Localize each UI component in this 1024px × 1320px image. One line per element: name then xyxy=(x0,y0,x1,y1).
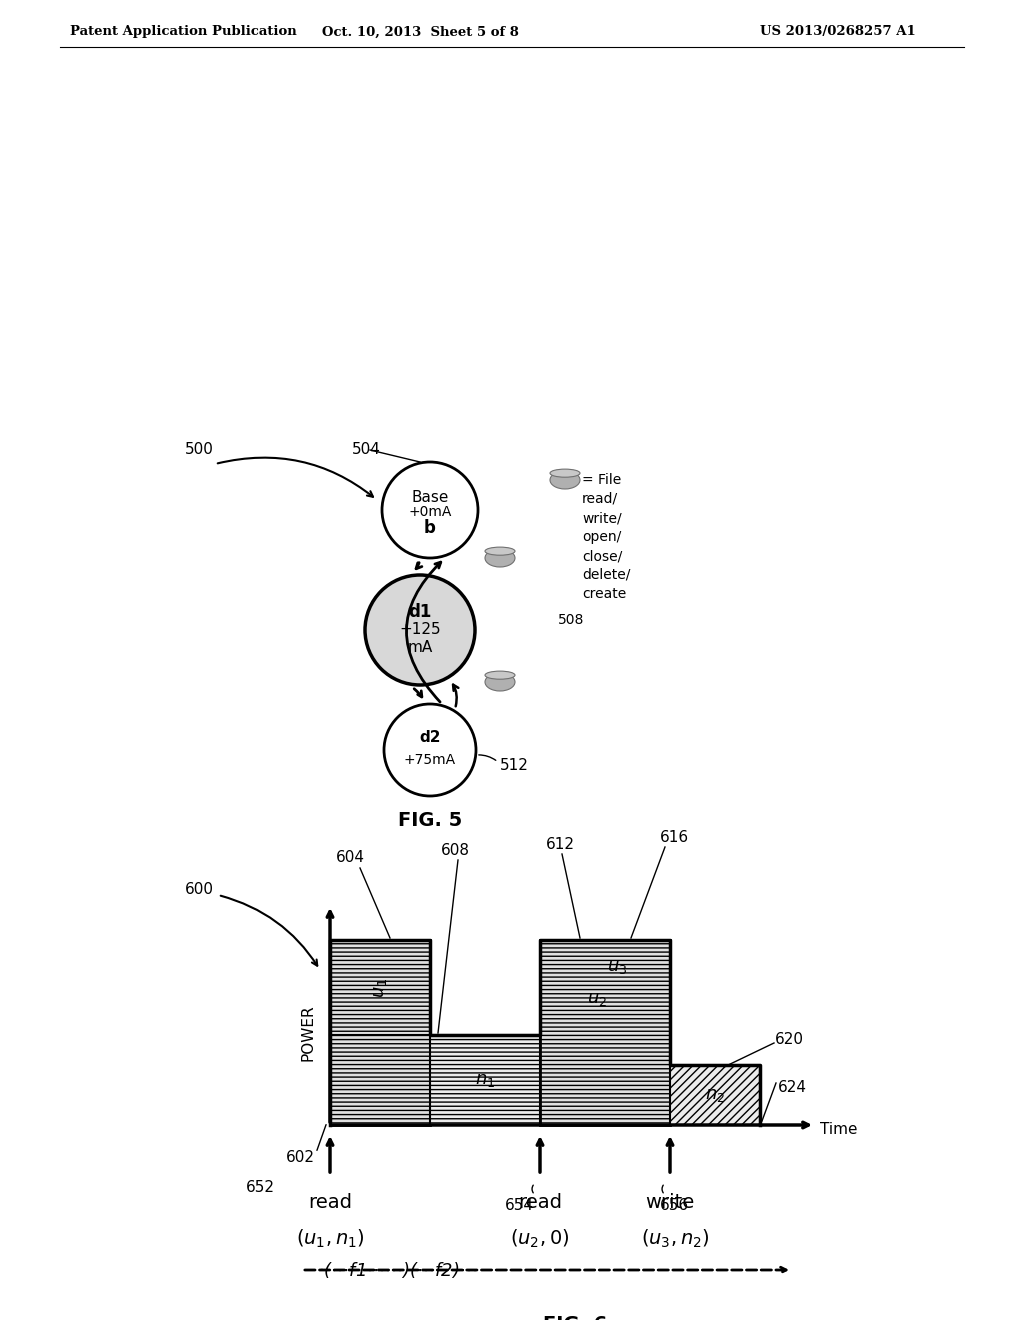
Text: write/: write/ xyxy=(582,511,622,525)
Text: $(u_3,n_2)$: $(u_3,n_2)$ xyxy=(641,1228,710,1250)
Text: 616: 616 xyxy=(660,830,689,845)
Text: d1: d1 xyxy=(409,603,432,620)
Circle shape xyxy=(365,576,475,685)
Text: 608: 608 xyxy=(440,843,469,858)
Text: FIG. 5: FIG. 5 xyxy=(398,810,462,829)
Ellipse shape xyxy=(485,673,515,690)
Text: $\cdot$($\cdots$f1$\cdots\cdots$)($\cdots$f2)$\cdots$: $\cdot$($\cdots$f1$\cdots\cdots$)($\cdot… xyxy=(318,1261,477,1280)
Text: read: read xyxy=(308,1193,352,1212)
Text: Time: Time xyxy=(820,1122,857,1138)
Circle shape xyxy=(384,704,476,796)
Text: $n_1$: $n_1$ xyxy=(475,1071,496,1089)
Ellipse shape xyxy=(550,469,580,478)
Text: Base: Base xyxy=(412,490,449,504)
Text: open/: open/ xyxy=(582,531,622,544)
Text: $(u_2, 0)$: $(u_2, 0)$ xyxy=(510,1228,569,1250)
Ellipse shape xyxy=(485,671,515,680)
Text: $n_2$: $n_2$ xyxy=(705,1086,725,1104)
Text: mA: mA xyxy=(408,639,432,655)
Text: 604: 604 xyxy=(336,850,365,865)
Text: 656: 656 xyxy=(660,1199,689,1213)
Text: 612: 612 xyxy=(546,837,574,851)
Text: 504: 504 xyxy=(352,442,381,458)
Text: delete/: delete/ xyxy=(582,568,631,582)
Text: 512: 512 xyxy=(500,758,528,772)
Text: 652: 652 xyxy=(246,1180,275,1196)
Text: $u_3$: $u_3$ xyxy=(607,957,627,975)
Text: Patent Application Publication: Patent Application Publication xyxy=(70,25,297,38)
Text: +125: +125 xyxy=(399,622,440,636)
Text: $u_2$: $u_2$ xyxy=(587,990,607,1008)
Text: = File: = File xyxy=(582,473,622,487)
Text: FIG. 6: FIG. 6 xyxy=(543,1316,607,1320)
Text: POWER: POWER xyxy=(300,1005,315,1061)
Text: 602: 602 xyxy=(286,1150,315,1164)
Bar xyxy=(540,940,670,1125)
Text: write: write xyxy=(645,1193,694,1212)
Text: +75mA: +75mA xyxy=(403,752,456,767)
Circle shape xyxy=(382,462,478,558)
Text: $(u_1,n_1)$: $(u_1,n_1)$ xyxy=(296,1228,365,1250)
Bar xyxy=(330,940,430,1125)
Text: 624: 624 xyxy=(778,1080,807,1094)
Text: read/: read/ xyxy=(582,492,618,506)
Text: +0mA: +0mA xyxy=(409,506,452,519)
Ellipse shape xyxy=(550,471,580,488)
Bar xyxy=(670,1065,760,1125)
Text: create: create xyxy=(582,587,627,601)
Text: 600: 600 xyxy=(185,883,214,898)
Text: Oct. 10, 2013  Sheet 5 of 8: Oct. 10, 2013 Sheet 5 of 8 xyxy=(322,25,518,38)
Text: read: read xyxy=(518,1193,562,1212)
Text: US 2013/0268257 A1: US 2013/0268257 A1 xyxy=(760,25,915,38)
Bar xyxy=(430,1035,540,1125)
Text: 654: 654 xyxy=(505,1199,534,1213)
Text: d2: d2 xyxy=(419,730,440,746)
Text: 500: 500 xyxy=(185,442,214,458)
Ellipse shape xyxy=(485,549,515,568)
Text: $u_1$: $u_1$ xyxy=(371,977,389,998)
Ellipse shape xyxy=(485,546,515,556)
Text: close/: close/ xyxy=(582,549,623,564)
Text: 620: 620 xyxy=(775,1032,804,1048)
Text: b: b xyxy=(424,519,436,537)
Text: 508: 508 xyxy=(558,612,585,627)
